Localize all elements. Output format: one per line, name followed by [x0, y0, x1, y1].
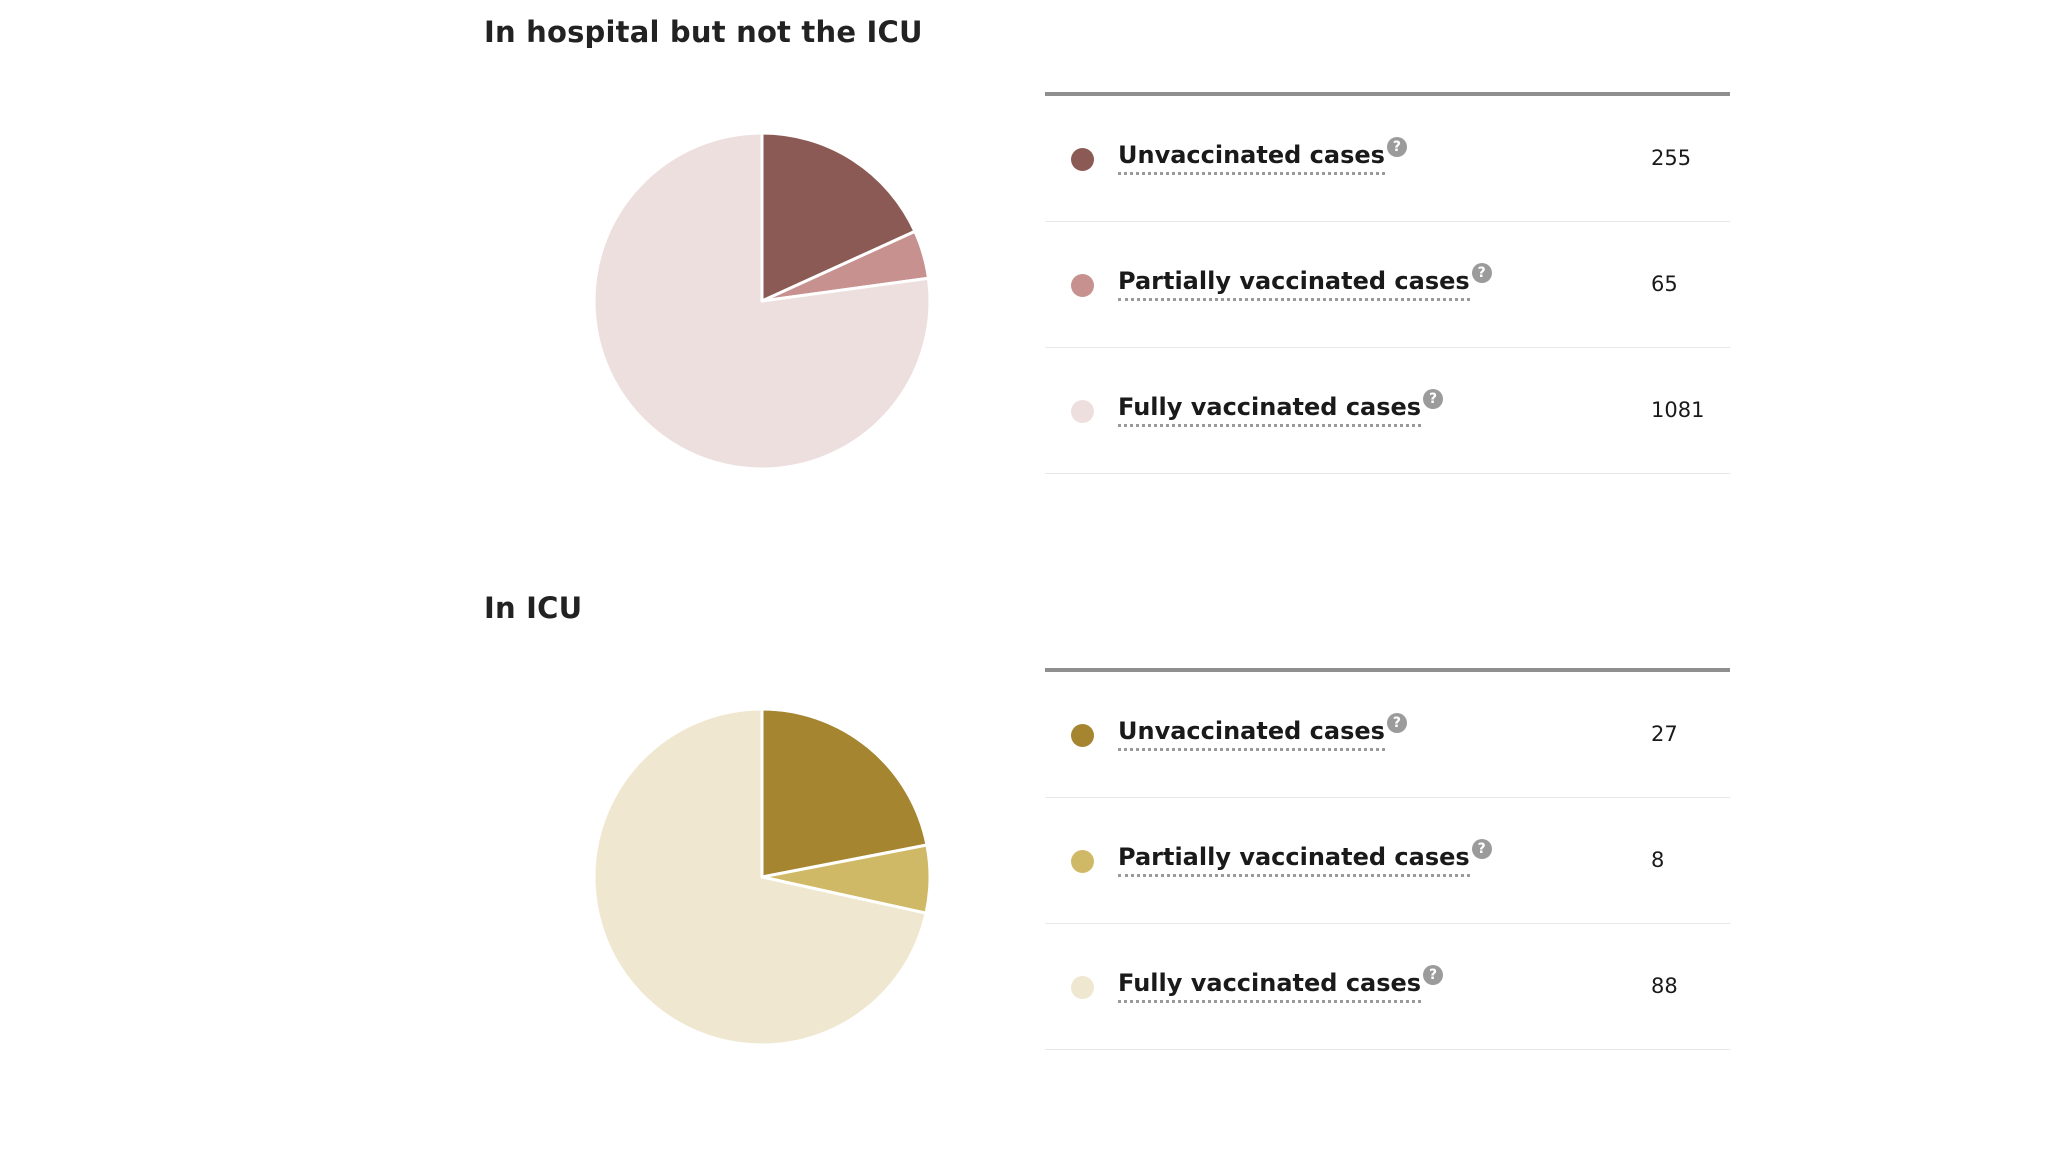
legend-value-fully-vaccinated: 88 [1651, 974, 1678, 998]
pie-slice-fully-vaccinated[interactable] [592, 707, 928, 1047]
chart-section-icu: In ICU Unvaccinated cases? 27 Partially … [0, 574, 2046, 1154]
legend-label-fully-vaccinated[interactable]: Fully vaccinated cases [1118, 969, 1422, 1003]
pie-chart-hospital[interactable] [592, 131, 932, 471]
legend-swatch-unvaccinated [1071, 148, 1094, 171]
legend-row-partially-vaccinated: Partially vaccinated cases? 65 [1045, 222, 1730, 348]
legend-row-unvaccinated: Unvaccinated cases? 27 [1045, 672, 1730, 798]
legend-label-group: Unvaccinated cases? [1118, 713, 1407, 751]
legend-swatch-fully-vaccinated [1071, 400, 1094, 423]
legend-value-partially-vaccinated: 8 [1651, 848, 1665, 872]
pie-chart-icu[interactable] [592, 707, 932, 1047]
legend-swatch-unvaccinated [1071, 724, 1094, 747]
legend-label-group: Partially vaccinated cases? [1118, 839, 1492, 877]
legend-label-unvaccinated[interactable]: Unvaccinated cases [1118, 141, 1385, 175]
chart-section-hospital: In hospital but not the ICU Unvaccinated… [484, 15, 1730, 474]
legend-label-partially-vaccinated[interactable]: Partially vaccinated cases [1118, 843, 1470, 877]
legend-label-group: Partially vaccinated cases? [1118, 263, 1492, 301]
legend-value-unvaccinated: 255 [1651, 146, 1692, 170]
question-circle-icon[interactable]: ? [1386, 713, 1407, 733]
legend-swatch-partially-vaccinated [1071, 850, 1094, 873]
legend-table-icu: Unvaccinated cases? 27 Partially vaccina… [1045, 668, 1730, 1050]
legend-swatch-fully-vaccinated [1071, 976, 1094, 999]
legend-label-partially-vaccinated[interactable]: Partially vaccinated cases [1118, 267, 1470, 301]
question-circle-icon[interactable]: ? [1423, 389, 1444, 409]
legend-label-group: Fully vaccinated cases? [1118, 389, 1444, 427]
pie-slice-unvaccinated[interactable] [760, 707, 929, 879]
legend-swatch-partially-vaccinated [1071, 274, 1094, 297]
legend-row-fully-vaccinated: Fully vaccinated cases? 88 [1045, 924, 1730, 1050]
legend-row-partially-vaccinated: Partially vaccinated cases? 8 [1045, 798, 1730, 924]
question-circle-icon[interactable]: ? [1386, 137, 1407, 157]
legend-value-partially-vaccinated: 65 [1651, 272, 1678, 296]
legend-table-hospital: Unvaccinated cases? 255 Partially vaccin… [1045, 92, 1730, 474]
pie-slice-fully-vaccinated[interactable] [592, 131, 932, 471]
legend-row-unvaccinated: Unvaccinated cases? 255 [1045, 96, 1730, 222]
legend-row-fully-vaccinated: Fully vaccinated cases? 1081 [1045, 348, 1730, 474]
legend-value-unvaccinated: 27 [1651, 722, 1678, 746]
question-circle-icon[interactable]: ? [1471, 263, 1492, 283]
chart-title: In hospital but not the ICU [484, 15, 923, 49]
legend-label-group: Fully vaccinated cases? [1118, 965, 1444, 1003]
chart-title: In ICU [484, 591, 583, 625]
legend-value-fully-vaccinated: 1081 [1651, 398, 1705, 422]
legend-label-fully-vaccinated[interactable]: Fully vaccinated cases [1118, 393, 1422, 427]
legend-label-unvaccinated[interactable]: Unvaccinated cases [1118, 717, 1385, 751]
pie-slice-unvaccinated[interactable] [760, 131, 917, 303]
question-circle-icon[interactable]: ? [1423, 965, 1444, 985]
question-circle-icon[interactable]: ? [1471, 839, 1492, 859]
legend-label-group: Unvaccinated cases? [1118, 137, 1407, 175]
